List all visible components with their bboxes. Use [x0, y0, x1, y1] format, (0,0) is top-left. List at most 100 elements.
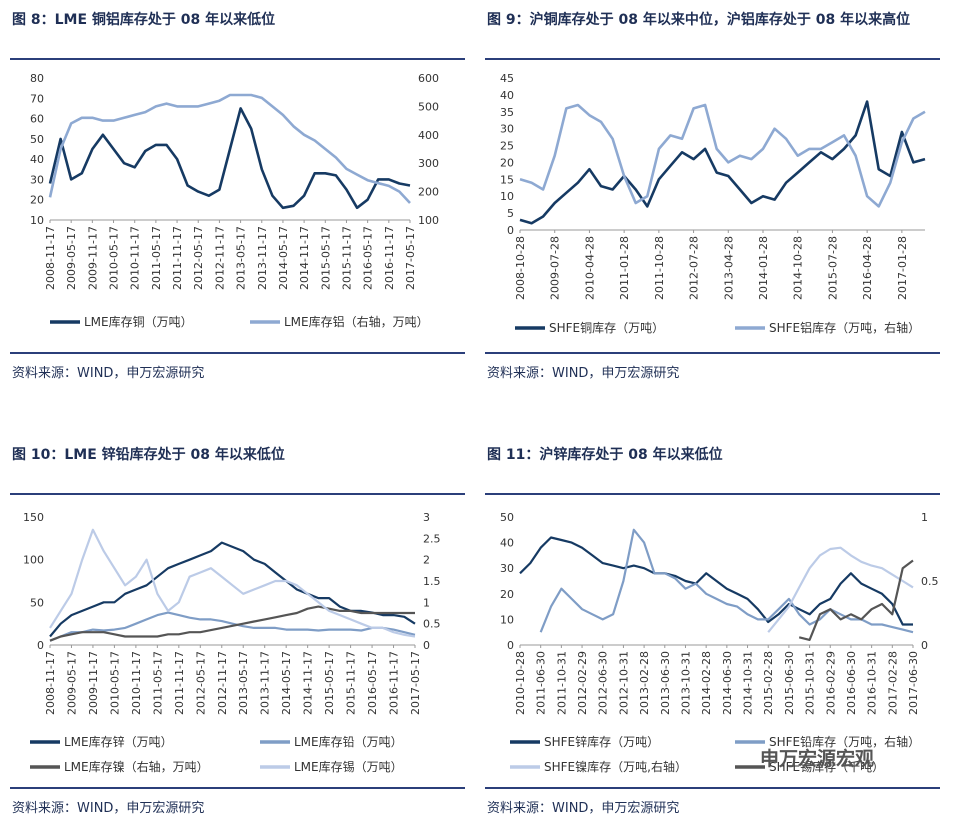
y-tick-label: 150: [23, 511, 44, 524]
x-tick-label: 2008-11-17: [44, 226, 57, 290]
series-line: [48, 107, 411, 210]
y-tick-label: 45: [500, 72, 514, 85]
x-tick-label: 2009-05-17: [65, 226, 78, 290]
y-tick-label: 40: [30, 153, 44, 166]
y-tick-label: 80: [30, 72, 44, 85]
y-tick-label: 0: [507, 639, 514, 652]
source-rule: [10, 787, 465, 789]
y-tick-label: 40: [500, 537, 514, 550]
title-rule: [485, 58, 940, 60]
y-tick-label: 40: [500, 89, 514, 102]
y-tick-label: 20: [30, 194, 44, 207]
source-note: 资料来源：WIND，申万宏源研究: [12, 366, 205, 381]
x-tick-label: 2016-11-17: [383, 226, 396, 290]
legend-label: SHFE锡库存（千吨）: [769, 759, 884, 774]
x-tick-label: 2010-10-28: [514, 651, 527, 715]
x-tick-label: 2011-11-17: [173, 651, 186, 715]
x-tick-label: 2013-04-28: [722, 236, 735, 300]
x-tick-label: 2012-02-29: [576, 651, 589, 715]
x-tick-label: 2016-06-30: [845, 651, 858, 715]
x-tick-label: 2015-11-17: [340, 226, 353, 290]
y-tick-label: 50: [500, 511, 514, 524]
y-tick-label: 0: [37, 639, 44, 652]
x-tick-label: 2014-01-28: [757, 236, 770, 300]
x-tick-label: 2016-02-29: [824, 651, 837, 715]
x-tick-label: 2015-11-17: [345, 651, 358, 715]
chart-title: 图 8：LME 铜铝库存处于 08 年以来低位: [12, 12, 276, 28]
source-rule: [485, 787, 940, 789]
x-tick-label: 2008-11-17: [44, 651, 57, 715]
x-tick-label: 2016-11-17: [388, 651, 401, 715]
x-tick-label: 2012-11-17: [213, 226, 226, 290]
chart: 0 10 20 30 40 50 0 0.5 1 2010-10-28 2011-06-30 2011…: [500, 511, 939, 774]
source-note: 资料来源：WIND，申万宏源研究: [487, 366, 680, 381]
x-tick-label: 2017-05-17: [409, 651, 422, 715]
x-tick-label: 2014-05-17: [280, 651, 293, 715]
y-tick-label: 20: [500, 156, 514, 169]
y-tick-label: 60: [30, 113, 44, 126]
y2-tick-label: 0.5: [921, 575, 939, 588]
x-tick-label: 2010-11-17: [130, 651, 143, 715]
series-line: [519, 103, 926, 208]
x-tick-label: 2014-11-17: [302, 651, 315, 715]
y-tick-label: 10: [30, 214, 44, 227]
x-tick-label: 2013-10-31: [679, 651, 692, 715]
x-tick-label: 2015-02-28: [762, 651, 775, 715]
series-line: [798, 559, 914, 641]
dashboard: 图 8：LME 铜铝库存处于 08 年以来低位 10 20 30 40 50 60 70 80 1…: [10, 12, 940, 816]
legend-label: SHFE锌库存（万吨）: [544, 734, 659, 749]
x-tick-label: 2011-06-30: [535, 651, 548, 715]
y2-tick-label: 2: [423, 554, 430, 567]
x-tick-label: 2015-07-28: [826, 236, 839, 300]
y2-tick-label: 0: [921, 639, 928, 652]
chart-panel: 图 10：LME 锌铅库存处于 08 年以来低位 0 50 100 150 0 0.5 1 1.…: [10, 435, 465, 827]
legend-label: SHFE铜库存（万吨）: [549, 320, 664, 335]
x-tick-label: 2010-11-17: [129, 226, 142, 290]
x-tick-label: 2012-06-30: [597, 651, 610, 715]
chart-title: 图 10：LME 锌铅库存处于 08 年以来低位: [12, 447, 285, 463]
legend-label: LME库存铅（万吨）: [294, 734, 403, 749]
y-tick-label: 10: [500, 190, 514, 203]
x-tick-label: 2015-05-17: [319, 226, 332, 290]
y2-tick-label: 400: [418, 129, 439, 142]
x-tick-label: 2012-07-28: [688, 236, 701, 300]
x-tick-label: 2015-10-31: [804, 651, 817, 715]
x-tick-label: 2014-10-31: [742, 651, 755, 715]
series-line: [49, 611, 416, 642]
x-tick-label: 2009-11-17: [87, 651, 100, 715]
legend-label: SHFE铅库存（万吨，右轴）: [769, 734, 920, 749]
y-tick-label: 70: [30, 92, 44, 105]
x-tick-label: 2009-05-17: [65, 651, 78, 715]
x-tick-label: 2011-01-28: [618, 236, 631, 300]
x-tick-label: 2011-05-17: [151, 651, 164, 715]
x-tick-label: 2014-06-30: [721, 651, 734, 715]
legend-label: LME库存锡（万吨）: [294, 759, 403, 774]
y-tick-label: 30: [500, 123, 514, 136]
source-rule: [485, 352, 940, 354]
title-rule: [10, 493, 465, 495]
source-rule: [10, 352, 465, 354]
x-tick-label: 2008-10-28: [514, 236, 527, 300]
y2-tick-label: 1.5: [423, 575, 441, 588]
y-tick-label: 100: [23, 554, 44, 567]
legend-label: LME库存铜（万吨）: [84, 314, 193, 329]
x-tick-label: 2011-11-17: [171, 226, 184, 290]
x-tick-label: 2014-02-28: [700, 651, 713, 715]
legend-label: LME库存铝（右轴，万吨）: [284, 314, 429, 329]
chart-title: 图 11：沪锌库存处于 08 年以来低位: [487, 447, 723, 463]
x-tick-label: 2011-10-31: [555, 651, 568, 715]
x-tick-label: 2012-11-17: [216, 651, 229, 715]
source-note: 资料来源：WIND，申万宏源研究: [487, 801, 680, 816]
x-tick-label: 2011-10-28: [653, 236, 666, 300]
x-tick-label: 2017-01-28: [896, 236, 909, 300]
title-rule: [10, 58, 465, 60]
legend-label: LME库存锌（万吨）: [64, 734, 173, 749]
legend-label: LME库存镍（右轴，万吨）: [64, 759, 209, 774]
y-tick-label: 50: [30, 596, 44, 609]
y-tick-label: 20: [500, 588, 514, 601]
x-tick-label: 2017-06-30: [907, 651, 920, 715]
legend-label: SHFE镍库存（万吨,右轴）: [544, 759, 687, 774]
y-tick-label: 30: [500, 562, 514, 575]
watermark: 申万宏源宏观: [760, 748, 875, 770]
x-tick-label: 2015-05-17: [323, 651, 336, 715]
